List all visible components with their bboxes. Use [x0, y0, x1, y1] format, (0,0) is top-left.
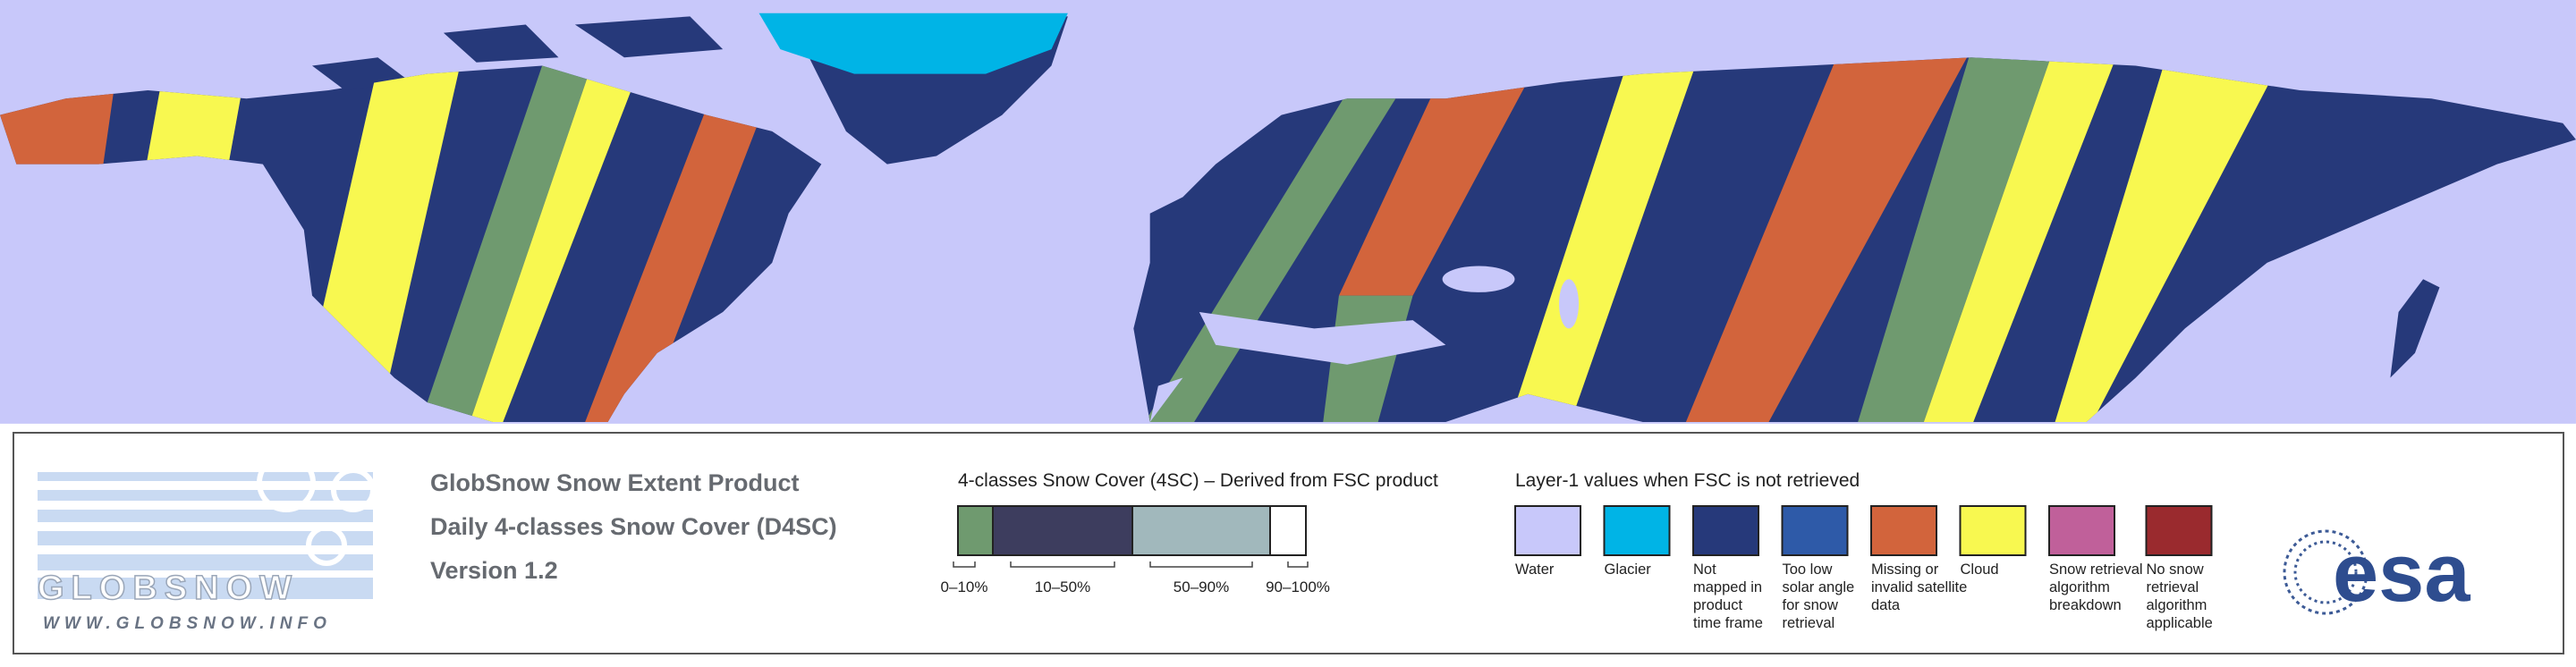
item-label: time frame: [1693, 615, 1763, 631]
snow-cover-legend: 4-classes Snow Cover (4SC) – Derived fro…: [941, 470, 1438, 595]
item-label: algorithm: [2147, 597, 2207, 613]
item-label: retrieval: [1783, 615, 1835, 631]
class-swatch: [957, 505, 994, 556]
class-label: 50–90%: [1174, 578, 1229, 595]
item-label: Glacier: [1605, 561, 1652, 578]
item-label: Missing or: [1871, 561, 1939, 578]
item-swatch: [2145, 505, 2213, 556]
item-label: retrieval: [2147, 579, 2199, 595]
class-bracket: [1149, 561, 1253, 568]
item-label: Not: [1693, 561, 1716, 578]
item-label: Snow retrieval: [2049, 561, 2143, 578]
map: [0, 0, 2576, 424]
item-label: applicable: [2147, 615, 2213, 631]
item-label: breakdown: [2049, 597, 2122, 613]
item-label: Too low: [1783, 561, 1833, 578]
class-bracket: [1010, 561, 1115, 568]
class-label: 10–50%: [1035, 578, 1090, 595]
product-line: Version 1.2: [430, 557, 558, 584]
class-swatch: [992, 505, 1133, 556]
item-swatch: [1959, 505, 2027, 556]
product-line: Daily 4-classes Snow Cover (D4SC): [430, 513, 837, 540]
product-info: GlobSnow Snow Extent Product Daily 4-clas…: [430, 469, 837, 584]
class-swatch: [1269, 505, 1307, 556]
item-label: Cloud: [1961, 561, 1999, 578]
logo: GLOBSNOW WWW.GLOBSNOW.INFO: [37, 453, 376, 633]
legend-title: Layer-1 values when FSC is not retrieved: [1515, 470, 1860, 491]
logo-name: GLOBSNOW: [38, 570, 299, 607]
legend-title: 4-classes Snow Cover (4SC) – Derived fro…: [958, 470, 1438, 491]
item-label: product: [1693, 597, 1742, 613]
agency-name: esa: [2333, 528, 2470, 619]
item-swatch: [1781, 505, 1849, 556]
item-label: data: [1871, 597, 1901, 613]
item-label: No snow: [2147, 561, 2204, 578]
logo-url: WWW.GLOBSNOW.INFO: [43, 614, 332, 633]
item-swatch: [1514, 505, 1581, 556]
class-label: 90–100%: [1266, 578, 1330, 595]
item-label: mapped in: [1693, 579, 1762, 595]
class-label: 0–10%: [941, 578, 988, 595]
item-label: Water: [1515, 561, 1555, 578]
item-swatch: [1692, 505, 1759, 556]
item-swatch: [2048, 505, 2115, 556]
product-line: GlobSnow Snow Extent Product: [430, 469, 800, 496]
class-bracket: [1287, 561, 1309, 568]
item-label: for snow: [1783, 597, 1838, 613]
item-label: solar angle: [1783, 579, 1855, 595]
item-swatch: [1603, 505, 1671, 556]
class-bracket: [953, 561, 976, 568]
item-swatch: [1870, 505, 1937, 556]
class-swatch: [1131, 505, 1271, 556]
item-label: invalid satellite: [1871, 579, 1967, 595]
layer1-legend: Layer-1 values when FSC is not retrieved…: [1514, 470, 2213, 631]
esa-logo: esa: [2283, 528, 2470, 619]
item-label: algorithm: [2049, 579, 2110, 595]
